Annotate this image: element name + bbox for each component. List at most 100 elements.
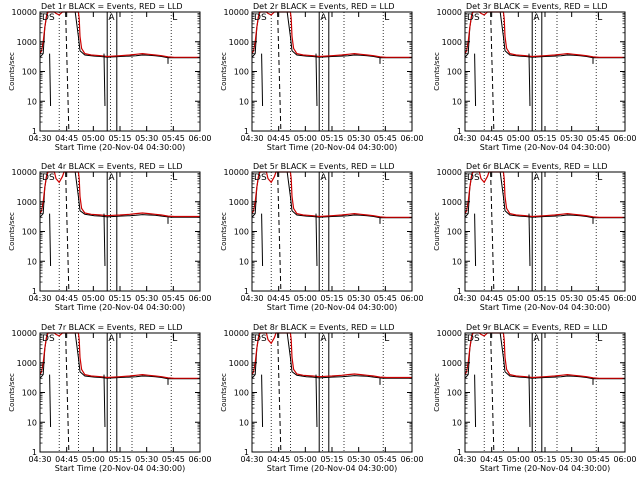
y-tick-label: 1	[244, 448, 249, 457]
event-marker-label: S	[474, 173, 480, 183]
plot-title: Det 7r BLACK = Events, RED = LLD	[41, 323, 183, 332]
y-tick-label: 1	[32, 448, 37, 457]
y-tick-label: 10000	[437, 329, 462, 338]
x-tick-label: 04:30	[28, 134, 51, 143]
events-dip-line	[49, 374, 52, 428]
x-axis-label: Start Time (20-Nov-04 04:30:00)	[267, 464, 397, 473]
y-axis-label: Counts/sec	[8, 52, 16, 91]
y-tick-label: 1000	[17, 38, 37, 47]
x-tick-label: 05:00	[507, 134, 530, 143]
x-tick-label: 04:30	[453, 455, 476, 464]
x-tick-label: 05:30	[135, 455, 158, 464]
plot-panel-5: Det 5r BLACK = Events, RED = LLD D S A L 1 10 1…	[220, 162, 424, 312]
x-tick-label: 05:30	[560, 455, 583, 464]
event-marker-label: S	[474, 13, 480, 23]
events-dashed-dip	[277, 332, 282, 451]
x-axis-label: Start Time (20-Nov-04 04:30:00)	[480, 143, 610, 152]
x-tick-label: 04:45	[480, 294, 503, 303]
plot-panel-1: Det 1r BLACK = Events, RED = LLD D S A L 1 10 1…	[8, 2, 212, 152]
x-tick-label: 05:30	[560, 134, 583, 143]
plot-frame	[464, 332, 626, 453]
y-tick-label: 100	[234, 228, 249, 237]
event-marker-label: A	[108, 13, 115, 23]
events-dashed-dip	[277, 171, 282, 290]
x-tick-label: 05:45	[162, 455, 185, 464]
x-axis-label: Start Time (20-Nov-04 04:30:00)	[55, 143, 185, 152]
x-tick-label: 05:45	[587, 455, 610, 464]
event-marker-label: L	[172, 13, 177, 23]
x-tick-label: 06:00	[613, 455, 636, 464]
y-axis-label: Counts/sec	[220, 212, 228, 251]
x-tick-label: 05:30	[135, 294, 158, 303]
x-axis-label: Start Time (20-Nov-04 04:30:00)	[480, 303, 610, 312]
y-tick-label: 10000	[12, 8, 37, 17]
y-axis-label: Counts/sec	[220, 373, 228, 412]
x-tick-label: 05:00	[507, 455, 530, 464]
event-marker-label: A	[533, 13, 540, 23]
events-dip-line	[315, 53, 318, 107]
y-tick-label: 100	[234, 68, 249, 77]
y-axis-label: Counts/sec	[433, 212, 441, 251]
y-axis-label: Counts/sec	[433, 373, 441, 412]
x-tick-label: 05:45	[374, 294, 397, 303]
y-tick-label: 10	[452, 97, 462, 106]
y-tick-label: 1000	[229, 38, 249, 47]
event-marker-label: D	[42, 334, 49, 344]
x-tick-label: 06:00	[613, 134, 636, 143]
x-tick-label: 06:00	[400, 455, 423, 464]
plot-frame	[39, 332, 201, 453]
plot-title: Det 4r BLACK = Events, RED = LLD	[41, 162, 183, 171]
event-marker-label: A	[320, 173, 327, 183]
x-tick-label: 05:00	[294, 294, 317, 303]
events-dip-line	[474, 53, 477, 107]
event-marker-label: A	[108, 173, 115, 183]
y-tick-label: 100	[22, 389, 37, 398]
x-tick-label: 05:15	[533, 134, 556, 143]
x-tick-label: 05:45	[587, 294, 610, 303]
events-dip-line	[261, 53, 264, 107]
y-tick-label: 100	[447, 228, 462, 237]
x-tick-label: 05:00	[507, 294, 530, 303]
event-marker-label: L	[172, 334, 177, 344]
x-tick-label: 05:45	[162, 294, 185, 303]
y-tick-label: 10	[239, 418, 249, 427]
event-marker-label: L	[597, 173, 602, 183]
event-marker-label: L	[384, 173, 389, 183]
event-marker-label: A	[320, 13, 327, 23]
x-axis-label: Start Time (20-Nov-04 04:30:00)	[55, 464, 185, 473]
plot-panel-3: Det 3r BLACK = Events, RED = LLD D S A L 1 10 1…	[433, 2, 637, 152]
x-tick-label: 05:15	[320, 294, 343, 303]
x-tick-label: 05:15	[320, 455, 343, 464]
x-tick-label: 04:45	[480, 134, 503, 143]
event-marker-label: A	[533, 173, 540, 183]
plot-frame	[464, 11, 626, 132]
y-tick-label: 1000	[17, 359, 37, 368]
x-tick-label: 05:30	[347, 134, 370, 143]
event-marker-label: D	[467, 13, 474, 23]
x-tick-label: 05:00	[82, 294, 105, 303]
x-tick-label: 05:00	[82, 455, 105, 464]
y-tick-label: 10	[452, 257, 462, 266]
y-tick-label: 100	[234, 389, 249, 398]
y-tick-label: 10000	[12, 329, 37, 338]
event-marker-label: L	[384, 334, 389, 344]
y-tick-label: 1000	[442, 198, 462, 207]
events-dashed-dip	[490, 332, 495, 451]
event-marker-label: S	[261, 334, 267, 344]
x-tick-label: 05:00	[294, 134, 317, 143]
y-tick-label: 1000	[442, 359, 462, 368]
x-tick-label: 04:45	[480, 455, 503, 464]
event-marker-label: S	[261, 13, 267, 23]
x-tick-label: 04:45	[55, 455, 78, 464]
x-tick-label: 04:45	[267, 134, 290, 143]
event-marker-label: D	[42, 173, 49, 183]
plot-title: Det 1r BLACK = Events, RED = LLD	[41, 2, 183, 11]
x-tick-label: 04:30	[240, 134, 263, 143]
x-tick-label: 04:30	[28, 294, 51, 303]
y-axis-label: Counts/sec	[8, 373, 16, 412]
events-dip-line	[49, 213, 52, 267]
x-tick-label: 05:30	[347, 455, 370, 464]
x-tick-label: 05:00	[82, 134, 105, 143]
y-tick-label: 10	[27, 97, 37, 106]
